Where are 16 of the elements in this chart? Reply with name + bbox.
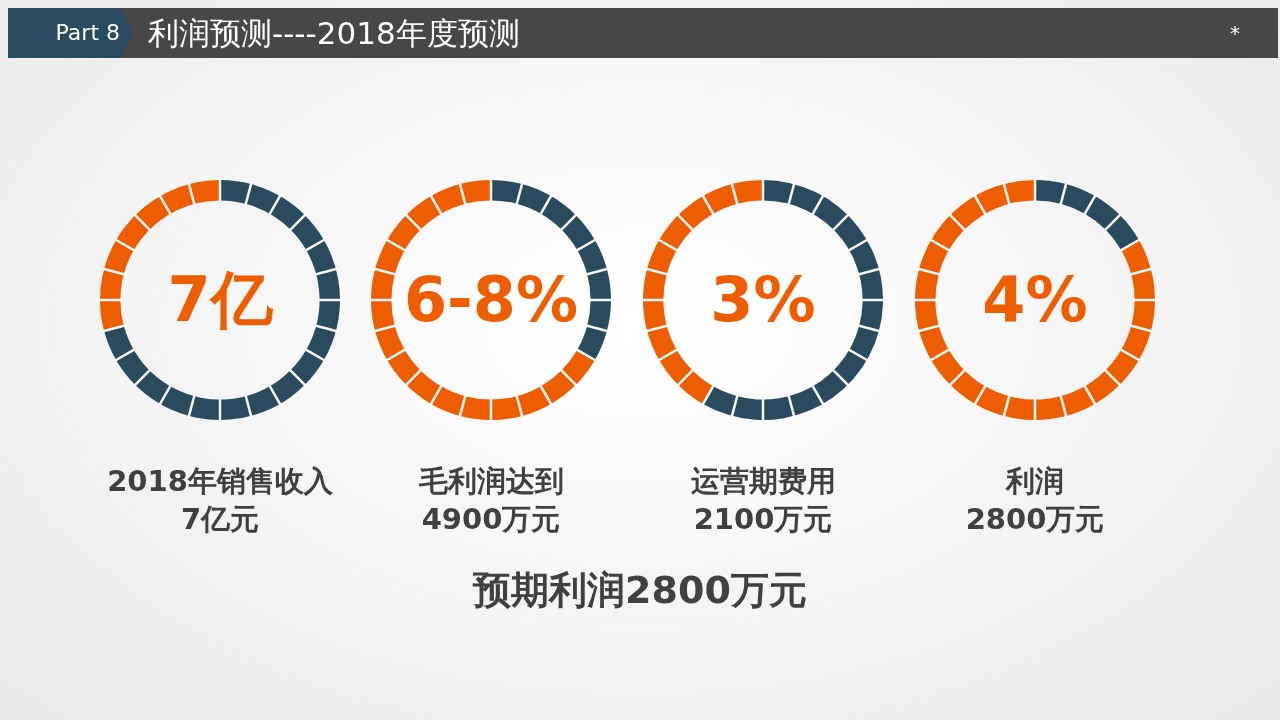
text: *	[1229, 20, 1241, 47]
text: 2018年销售收入	[106, 463, 334, 500]
text: 毛利润达到	[417, 463, 565, 500]
text: 6-8%	[402, 263, 580, 336]
text: 预期利润2800万元	[471, 567, 808, 614]
text: 7亿元	[179, 501, 261, 538]
text: 4%	[981, 263, 1089, 336]
text: 利润预测----2018年度预测	[148, 14, 520, 53]
text: 利润	[1004, 463, 1065, 500]
text: Part 8	[54, 19, 120, 47]
text: 2100万元	[692, 501, 834, 538]
text: 运营期费用	[689, 463, 837, 500]
text: 7亿	[166, 263, 274, 336]
text: 3%	[709, 263, 817, 336]
text: 2800万元	[964, 501, 1106, 538]
text: 4900万元	[420, 501, 562, 538]
